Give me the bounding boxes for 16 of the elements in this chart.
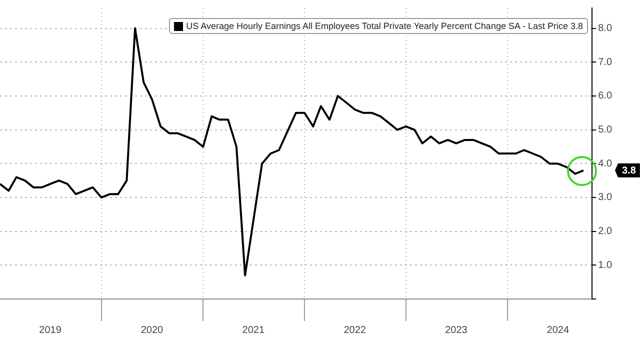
y-tick-label: 6.0 (598, 90, 612, 102)
x-tick-label: 2022 (344, 324, 366, 336)
x-tick-label: 2024 (546, 324, 570, 336)
y-tick-label: 7.0 (598, 56, 612, 68)
y-tick-label: 1.0 (598, 260, 612, 271)
x-tick-label: 2020 (140, 324, 164, 336)
y-tick-label: 4.0 (598, 158, 612, 170)
y-tick-label: 2.0 (598, 226, 612, 238)
text: 3.8 (622, 166, 636, 177)
legend-label: US Average Hourly Earnings All Employees Total Private Yearly Percent Change SA - Last Price 3.8 (186, 21, 583, 31)
x-tick-label: 2023 (445, 324, 468, 336)
y-tick-label: 5.0 (598, 124, 612, 136)
y-tick-label: 8.0 (598, 23, 612, 34)
y-tick-label: 3.0 (598, 192, 612, 204)
x-tick-label: 2019 (39, 324, 62, 336)
x-tick-label: 2021 (242, 324, 265, 336)
